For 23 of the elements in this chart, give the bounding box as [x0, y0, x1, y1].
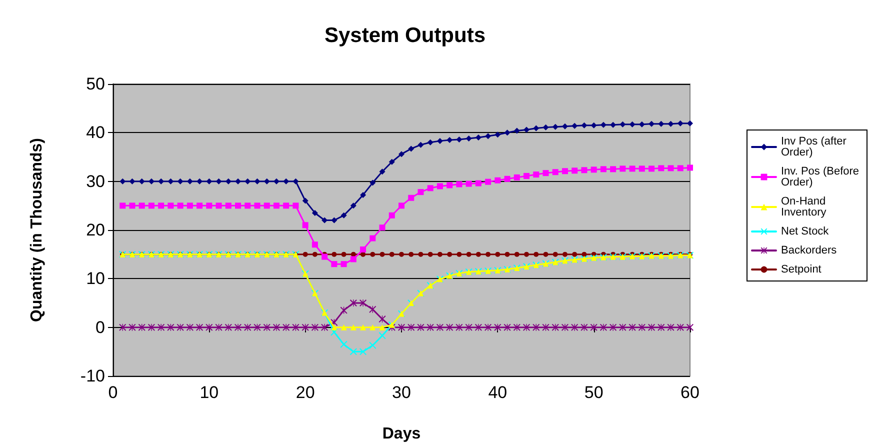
y-tick-label: -10 — [80, 366, 105, 386]
chart-title: System Outputs — [324, 24, 486, 47]
x-tick-label: 20 — [296, 383, 315, 402]
legend-label: Inv Pos (after Order) — [781, 136, 850, 158]
x-tick-label: 0 — [108, 383, 118, 402]
x-tick-label: 30 — [392, 383, 411, 402]
y-tick-label: 40 — [86, 123, 105, 142]
legend-label: Net Stock — [781, 226, 830, 238]
x-tick-label: 10 — [200, 383, 219, 402]
y-tick-label: 0 — [96, 318, 105, 337]
legend-label: On-Hand Inventory — [781, 196, 829, 218]
y-axis-title: Quantity (in Thousands) — [28, 138, 46, 322]
x-tick-label: 60 — [680, 383, 700, 402]
y-tick-label: 10 — [86, 269, 105, 288]
x-tick-label: 50 — [584, 383, 604, 402]
legend-label: Inv. Pos (Before Order) — [781, 166, 862, 188]
x-tick-label: 40 — [488, 383, 508, 402]
legend-label: Setpoint — [781, 264, 822, 276]
x-axis-title: Days — [382, 426, 421, 442]
y-tick-label: 20 — [86, 220, 105, 240]
y-tick-label: 50 — [86, 74, 105, 94]
y-tick-label: 30 — [86, 172, 105, 191]
legend-label: Backorders — [781, 244, 838, 256]
